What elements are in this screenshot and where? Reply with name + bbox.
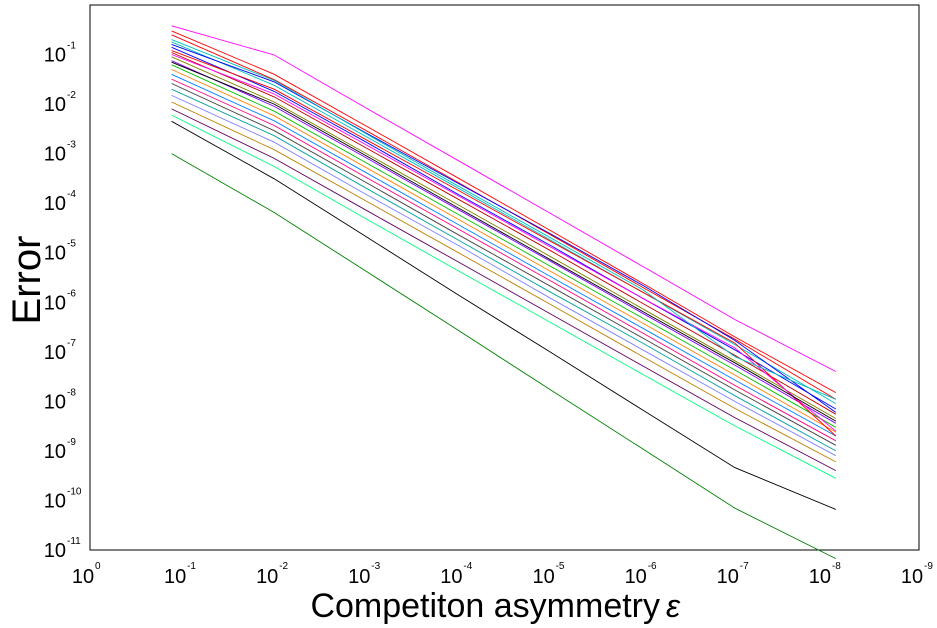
y-tick-label-6: 10 — [44, 342, 66, 364]
y-tick-exponent-3: -4 — [67, 189, 76, 200]
x-tick-label-9: 10 — [901, 566, 923, 588]
plot-area-frame — [89, 4, 920, 551]
series-line-18 — [171, 108, 837, 471]
x-axis-label: Competiton asymmetry — [310, 587, 660, 625]
series-line-10 — [171, 64, 837, 428]
y-tick-exponent-0: -1 — [67, 41, 76, 52]
series-line-7 — [171, 52, 837, 415]
series-line-17 — [171, 101, 837, 463]
y-tick-label-3: 10 — [44, 193, 66, 215]
x-tick-exponent-8: -8 — [832, 561, 841, 572]
y-tick-label-2: 10 — [44, 144, 66, 166]
series-line-14 — [171, 83, 837, 446]
x-tick-label-5: 10 — [532, 566, 554, 588]
y-tick-label-9: 10 — [44, 491, 66, 513]
x-tick-exponent-1: -1 — [187, 561, 196, 572]
x-tick-exponent-9: -9 — [924, 561, 933, 572]
x-tick-exponent-7: -7 — [740, 561, 749, 572]
x-tick-labels: 10 0 10 -1 10 -2 10 -3 10 -4 10 -5 10 -6 10 -7 10 -8 10 -9 — [72, 561, 933, 588]
y-tick-label-0: 10 — [44, 45, 66, 67]
x-tick-label-7: 10 — [717, 566, 739, 588]
y-tick-exponent-8: -9 — [67, 437, 76, 448]
series-line-1 — [171, 25, 837, 372]
series-line-13 — [171, 78, 837, 442]
y-axis-label: Error — [5, 236, 49, 325]
x-tick-exponent-3: -3 — [371, 561, 380, 572]
series-line-15 — [171, 88, 837, 452]
x-tick-exponent-0: 0 — [95, 561, 101, 572]
y-tick-exponent-10: -11 — [67, 536, 81, 547]
x-tick-label-0: 10 — [72, 566, 94, 588]
y-tick-label-7: 10 — [44, 391, 66, 413]
y-tick-label-4: 10 — [44, 243, 66, 265]
y-tick-exponent-2: -3 — [67, 140, 76, 151]
y-tick-labels: 10 -110 -210 -310 -410 -510 -610 -710 -810 -910 -1… — [44, 41, 82, 563]
series-line-3 — [171, 120, 836, 510]
y-tick-exponent-7: -8 — [67, 387, 76, 398]
series-line-6 — [171, 46, 837, 410]
x-tick-label-8: 10 — [809, 566, 831, 588]
series-group — [171, 25, 837, 560]
series-line-16 — [171, 94, 837, 457]
series-line-21 — [171, 43, 837, 413]
y-tick-label-10: 10 — [44, 540, 66, 562]
y-tick-exponent-9: -10 — [67, 487, 82, 498]
x-tick-label-4: 10 — [440, 566, 462, 588]
series-line-25 — [171, 61, 837, 422]
y-tick-label-8: 10 — [44, 441, 66, 463]
y-tick-label-1: 10 — [44, 94, 66, 116]
x-tick-label-6: 10 — [625, 566, 647, 588]
series-line-23 — [171, 30, 837, 393]
series-line-20 — [171, 50, 837, 437]
y-tick-exponent-6: -7 — [67, 338, 76, 349]
y-tick-exponent-1: -2 — [67, 90, 76, 101]
y-tick-exponent-4: -5 — [67, 239, 76, 250]
series-line-8 — [171, 56, 837, 419]
series-line-2 — [171, 153, 837, 560]
x-tick-exponent-2: -2 — [279, 561, 288, 572]
x-tick-label-3: 10 — [348, 566, 370, 588]
x-tick-exponent-6: -6 — [648, 561, 657, 572]
series-line-22 — [171, 54, 837, 432]
x-axis-symbol: ε — [666, 588, 681, 624]
series-line-5 — [171, 41, 837, 404]
series-line-12 — [171, 73, 837, 437]
series-line-19 — [171, 114, 837, 479]
x-tick-exponent-4: -4 — [463, 561, 472, 572]
x-tick-label-2: 10 — [256, 566, 278, 588]
x-tick-label-1: 10 — [164, 566, 186, 588]
series-line-11 — [171, 69, 837, 433]
y-tick-exponent-5: -6 — [67, 288, 76, 299]
series-line-24 — [171, 39, 836, 400]
y-tick-label-5: 10 — [44, 292, 66, 314]
series-line-9 — [171, 60, 837, 424]
x-tick-exponent-5: -5 — [556, 561, 565, 572]
